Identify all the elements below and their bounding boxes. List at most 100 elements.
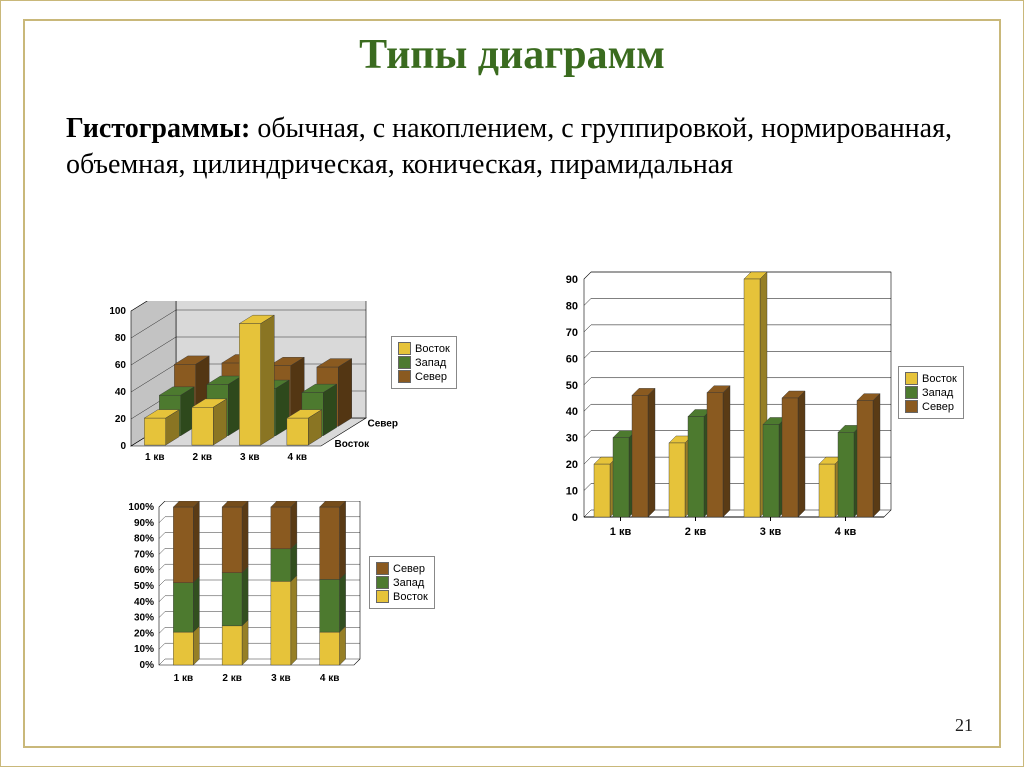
bar [144, 418, 165, 445]
bar [192, 407, 213, 445]
legend-label: Север [393, 563, 425, 575]
bar [613, 438, 629, 517]
y-tick-label: 30 [566, 433, 578, 445]
legend-label: Восток [415, 343, 450, 355]
bar [239, 324, 260, 446]
legend-label: Запад [922, 387, 953, 399]
chart-2d-clustered: 01020304050607080901 кв2 кв3 кв4 квВосто… [546, 271, 976, 561]
y-tick-label: 40% [134, 597, 154, 608]
x-tick-label: 1 кв [145, 452, 165, 463]
y-tick-label: 70 [566, 327, 578, 339]
bar-segment [173, 507, 193, 583]
legend-swatch [376, 562, 389, 575]
y-tick-label: 80 [115, 333, 127, 344]
bar [594, 464, 610, 517]
chart-stacked-100: 0%10%20%30%40%50%60%70%80%90%100%1 кв2 к… [111, 501, 451, 701]
legend-label: Запад [415, 357, 446, 369]
legend-item: Запад [376, 576, 428, 589]
x-tick-label: 4 кв [288, 452, 308, 463]
legend-swatch [905, 400, 918, 413]
x-tick-label: 1 кв [610, 526, 632, 538]
y-tick-label: 50% [134, 581, 154, 592]
y-tick-label: 0 [572, 512, 578, 524]
y-tick-label: 70% [134, 549, 154, 560]
bar [782, 398, 798, 517]
y-tick-label: 50 [566, 380, 578, 392]
y-tick-label: 0 [120, 441, 126, 452]
y-tick-label: 40 [566, 406, 578, 418]
legend-item: Восток [905, 372, 957, 385]
y-tick-label: 80 [566, 300, 578, 312]
x-tick-label: 2 кв [685, 526, 707, 538]
legend-label: Восток [393, 591, 428, 603]
bar-segment [271, 549, 291, 582]
legend-item: Запад [905, 386, 957, 399]
y-tick-label: 10% [134, 644, 154, 655]
z-label: Восток [335, 439, 371, 450]
x-tick-label: 3 кв [271, 673, 291, 684]
x-tick-label: 4 кв [320, 673, 340, 684]
legend-item: Север [905, 400, 957, 413]
x-tick-label: 4 кв [835, 526, 857, 538]
legend-item: Запад [398, 356, 450, 369]
y-tick-label: 20 [566, 459, 578, 471]
bar-segment [222, 573, 242, 626]
bar [669, 443, 685, 517]
page-number: 21 [955, 715, 973, 736]
y-tick-label: 100% [128, 502, 154, 513]
chart-svg: 0204060801001 кв2 кв3 кв4 квВостокСевер [76, 301, 466, 491]
bar [838, 432, 854, 517]
bar [819, 464, 835, 517]
bar [688, 417, 704, 517]
bar-segment [173, 583, 193, 632]
bar-segment [173, 632, 193, 665]
y-tick-label: 30% [134, 613, 154, 624]
slide-title: Типы диаграмм [1, 31, 1023, 79]
legend-swatch [398, 342, 411, 355]
x-tick-label: 3 кв [240, 452, 260, 463]
bar [763, 424, 779, 517]
bar [632, 395, 648, 517]
bar-segment [222, 626, 242, 665]
legend-label: Восток [922, 373, 957, 385]
body-text: Гистограммы: обычная, с накоплением, с г… [66, 111, 958, 184]
slide: Типы диаграмм Гистограммы: обычная, с на… [0, 0, 1024, 767]
y-tick-label: 60% [134, 565, 154, 576]
y-tick-label: 90% [134, 518, 154, 529]
body-text-bold: Гистограммы: [66, 113, 250, 144]
legend-item: Север [376, 562, 428, 575]
y-tick-label: 80% [134, 534, 154, 545]
bar-segment [222, 507, 242, 573]
legend-label: Север [415, 371, 447, 383]
bar-segment [320, 632, 340, 665]
bar-segment [271, 581, 291, 665]
bar-segment [271, 507, 291, 549]
x-tick-label: 3 кв [760, 526, 782, 538]
legend-swatch [398, 356, 411, 369]
legend: Восток Запад Север [391, 336, 457, 389]
y-tick-label: 10 [566, 486, 578, 498]
bar-segment [320, 507, 340, 579]
x-tick-label: 1 кв [174, 673, 194, 684]
legend-swatch [905, 372, 918, 385]
y-tick-label: 20% [134, 628, 154, 639]
legend-label: Запад [393, 577, 424, 589]
bar [707, 393, 723, 517]
legend-swatch [376, 576, 389, 589]
bar [744, 279, 760, 517]
legend-item: Восток [376, 590, 428, 603]
legend: Север Запад Восток [369, 556, 435, 609]
y-tick-label: 0% [140, 660, 155, 671]
y-tick-label: 90 [566, 274, 578, 286]
legend-item: Восток [398, 342, 450, 355]
legend-swatch [905, 386, 918, 399]
x-tick-label: 2 кв [193, 452, 213, 463]
legend-swatch [376, 590, 389, 603]
bar [857, 401, 873, 517]
y-tick-label: 60 [115, 360, 127, 371]
y-tick-label: 100 [109, 306, 126, 317]
legend-label: Север [922, 401, 954, 413]
legend-swatch [398, 370, 411, 383]
chart-3d-clustered: 0204060801001 кв2 кв3 кв4 квВостокСеверВ… [76, 301, 466, 491]
z-label: Север [368, 419, 398, 430]
